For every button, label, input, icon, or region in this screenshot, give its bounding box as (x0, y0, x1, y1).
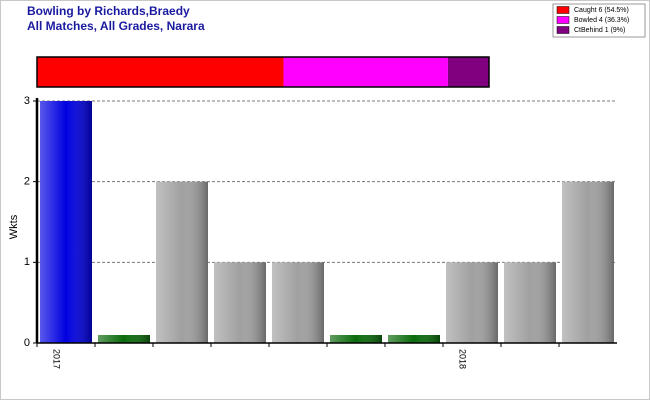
chart-title: Bowling by Richards,Braedy (27, 4, 190, 18)
breakdown-segment (283, 57, 448, 87)
bar-shade (330, 335, 382, 343)
breakdown-segment (37, 57, 284, 87)
legend-swatch (556, 6, 570, 14)
legend-swatch (556, 26, 570, 34)
legend-label: Bowled 4 (36.3%) (574, 17, 629, 24)
chart-subtitle: All Matches, All Grades, Narara (27, 19, 205, 33)
legend-label: CtBehind 1 (9%) (574, 27, 625, 34)
bar-shade (562, 181, 614, 343)
bar-shade (272, 262, 324, 343)
y-axis-label: Wkts (8, 214, 20, 239)
bar-shade (156, 181, 208, 343)
breakdown-outline (36, 56, 490, 88)
legend-swatch (556, 16, 570, 24)
bar-shade (504, 262, 556, 343)
y-tick-label: 1 (24, 256, 30, 268)
x-tick-label: 2017 (52, 349, 62, 369)
breakdown-segment (447, 57, 489, 87)
bar-shade (388, 335, 440, 343)
legend-label: Caught 6 (54.5%) (574, 7, 629, 14)
y-tick-label: 0 (24, 337, 30, 349)
y-tick-label: 2 (24, 176, 30, 188)
bar-shade (214, 262, 266, 343)
bar-shade (40, 101, 92, 343)
x-tick-label: 2018 (458, 349, 468, 369)
y-tick-label: 3 (24, 95, 30, 107)
bar-shade (98, 335, 150, 343)
bar-shade (446, 262, 498, 343)
